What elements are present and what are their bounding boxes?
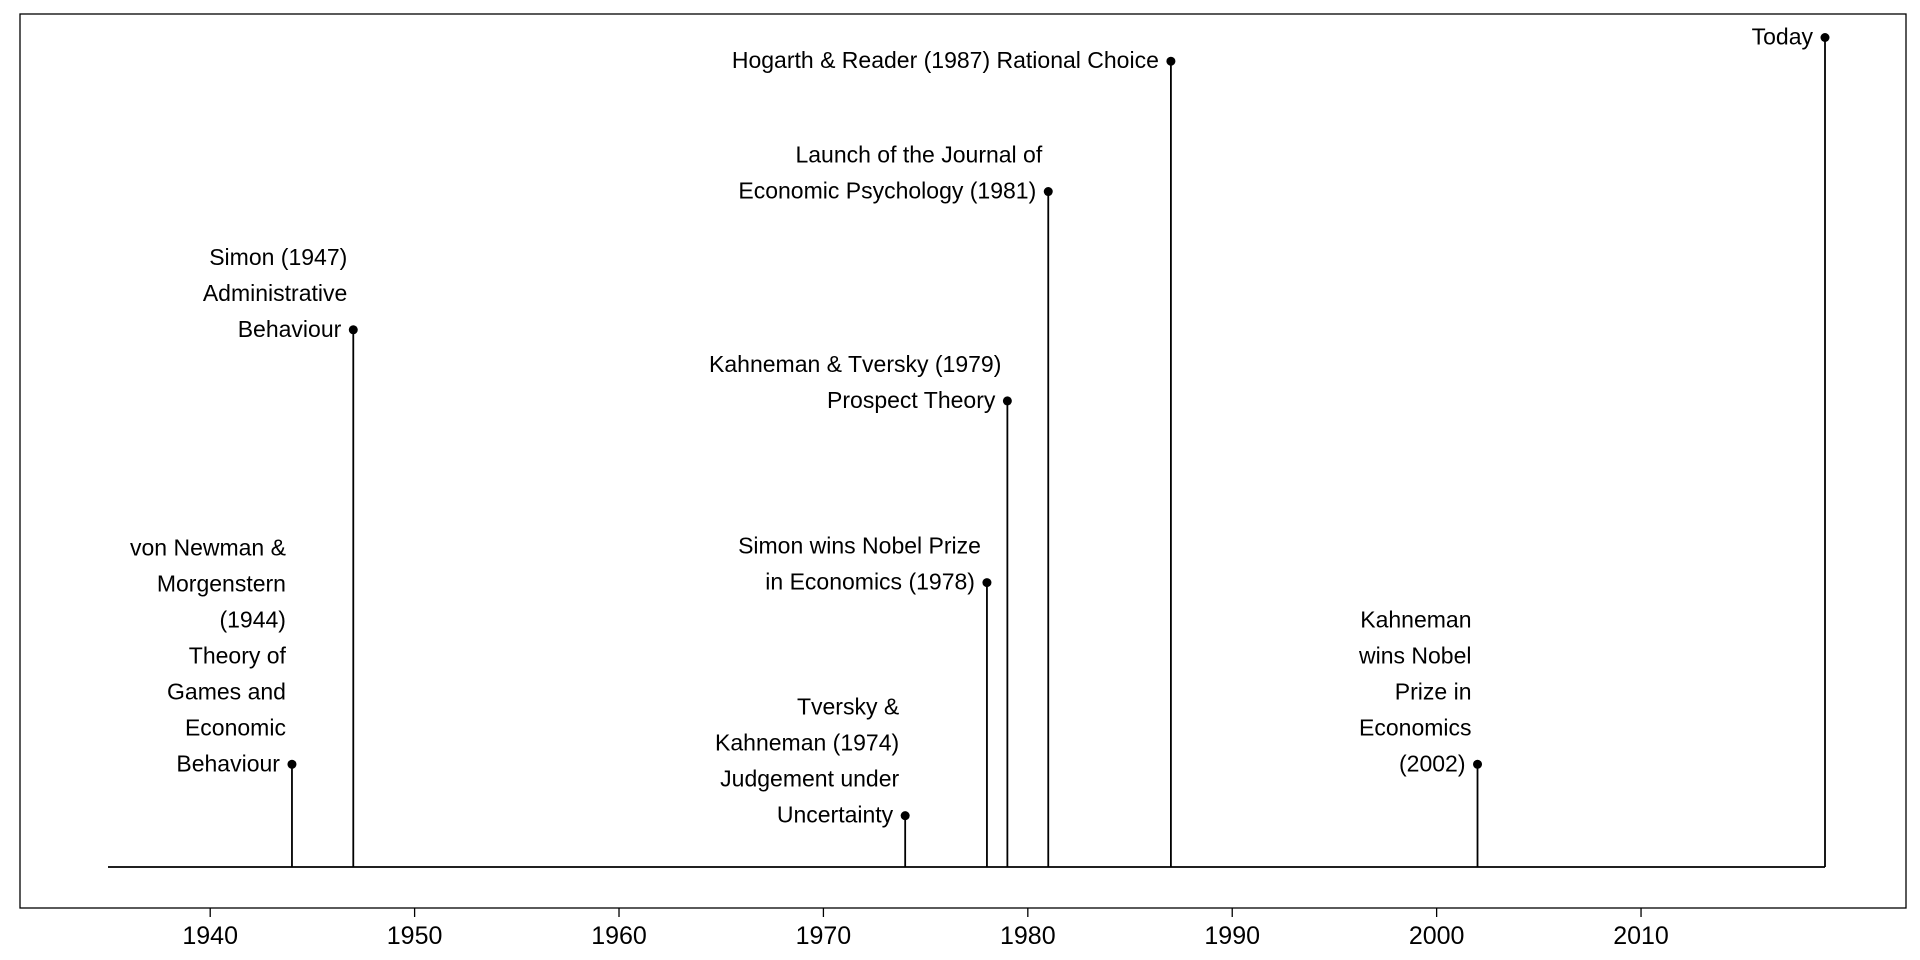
event-marker [900, 811, 910, 821]
event-label: Today [1752, 24, 1814, 50]
event-label: von Newman & [130, 534, 286, 560]
event-label: Kahneman & Tversky (1979) [709, 351, 1001, 377]
x-tick-label: 2010 [1613, 922, 1669, 950]
event-marker [982, 578, 992, 588]
event-label: Economics [1359, 714, 1471, 740]
event-label: Judgement under [720, 766, 899, 792]
x-tick-label: 1940 [182, 922, 238, 950]
x-tick-label: 1980 [1000, 922, 1056, 950]
event-label: Economic [185, 714, 286, 740]
event-label: Behaviour [238, 316, 342, 342]
event-marker [287, 759, 297, 769]
timeline-events: von Newman & Morgenstern (1944) Theory of Ga… [108, 24, 1830, 868]
plot-frame [19, 13, 1907, 909]
event-label: Behaviour [176, 750, 280, 776]
event-label: Uncertainty [777, 802, 894, 828]
x-tick-label: 1960 [591, 922, 647, 950]
event-label: (2002) [1399, 750, 1465, 776]
x-tick-label: 2000 [1409, 922, 1465, 950]
event-marker [1473, 759, 1483, 769]
x-tick-label: 1970 [796, 922, 852, 950]
event-label: wins Nobel [1358, 642, 1472, 668]
event-marker [1820, 33, 1830, 42]
event-label: Prospect Theory [827, 387, 996, 413]
event-label: Kahneman (1974) [715, 730, 899, 756]
event-label: Simon (1947) [209, 244, 347, 270]
event-label: Morgenstern [157, 570, 286, 596]
event-label: Simon wins Nobel Prize [738, 533, 981, 559]
event-marker [1043, 187, 1053, 197]
event-label: Kahneman [1360, 606, 1471, 632]
x-tick-label: 1990 [1204, 922, 1260, 950]
event-label: in Economics (1978) [765, 569, 975, 595]
event-marker [348, 325, 358, 335]
event-label: Economic Psychology (1981) [738, 178, 1036, 204]
event-label: Hogarth & Reader (1987) Rational Choice [732, 47, 1159, 73]
event-label: Prize in [1395, 678, 1472, 704]
event-label: Tversky & [797, 694, 899, 720]
x-axis: 1940 1950 1960 1970 1980 1990 2000 2010 [182, 908, 1669, 950]
x-tick-label: 1950 [387, 922, 443, 950]
event-label: (1944) [219, 606, 285, 632]
event-label: Games and [167, 678, 286, 704]
event-label: Administrative [203, 280, 347, 306]
event-marker [1166, 56, 1176, 66]
event-marker [1002, 396, 1012, 406]
event-label: Theory of [189, 642, 287, 668]
event-label: Launch of the Journal of [795, 142, 1042, 168]
